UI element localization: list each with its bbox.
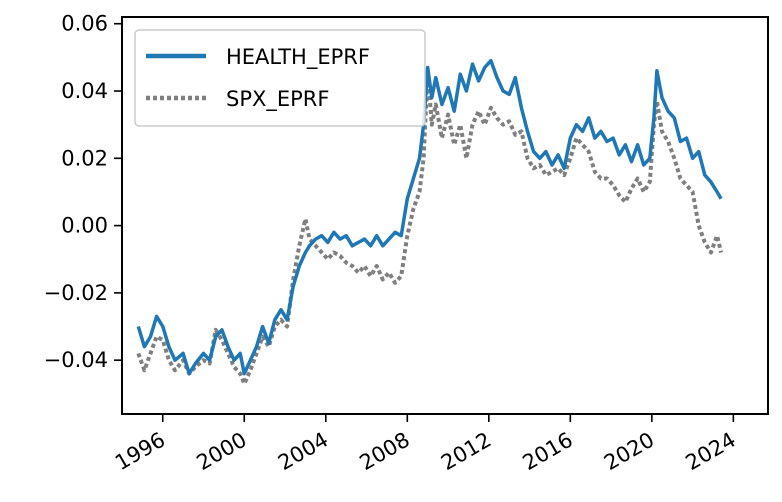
y-axis: −0.04 −0.02 0.00 0.02 0.04 0.06: [44, 12, 122, 372]
legend-label-spx: SPX_EPRF: [226, 87, 329, 112]
y-tick-label: 0.06: [61, 12, 108, 36]
x-tick-label: 2020: [600, 428, 658, 476]
x-tick-label: 2004: [274, 428, 332, 476]
y-tick-label: −0.04: [44, 348, 108, 372]
y-tick-label: 0.04: [61, 79, 108, 103]
legend-box: [134, 29, 426, 127]
plot-frame: [121, 16, 769, 415]
y-tick-label: 0.00: [61, 214, 108, 238]
x-tick-label: 2016: [519, 428, 577, 476]
series-line-health_eprf: [136, 58, 723, 376]
y-tick-label: −0.02: [44, 281, 108, 305]
x-tick-label: 2008: [356, 428, 414, 476]
x-tick-label: 2000: [192, 428, 250, 476]
x-axis: 1996 2000 2004 2008 2012 2016 2020 2024: [111, 414, 740, 475]
x-tick-label: 2012: [437, 428, 495, 476]
series-layer: [136, 58, 724, 386]
series-line-spx_eprf: [136, 68, 724, 386]
x-tick-label: 2024: [682, 428, 740, 476]
x-tick-label: 1996: [111, 428, 169, 476]
legend: HEALTH_EPRF SPX_EPRF: [134, 29, 426, 127]
legend-label-health: HEALTH_EPRF: [226, 45, 370, 70]
y-tick-label: 0.02: [61, 146, 108, 170]
